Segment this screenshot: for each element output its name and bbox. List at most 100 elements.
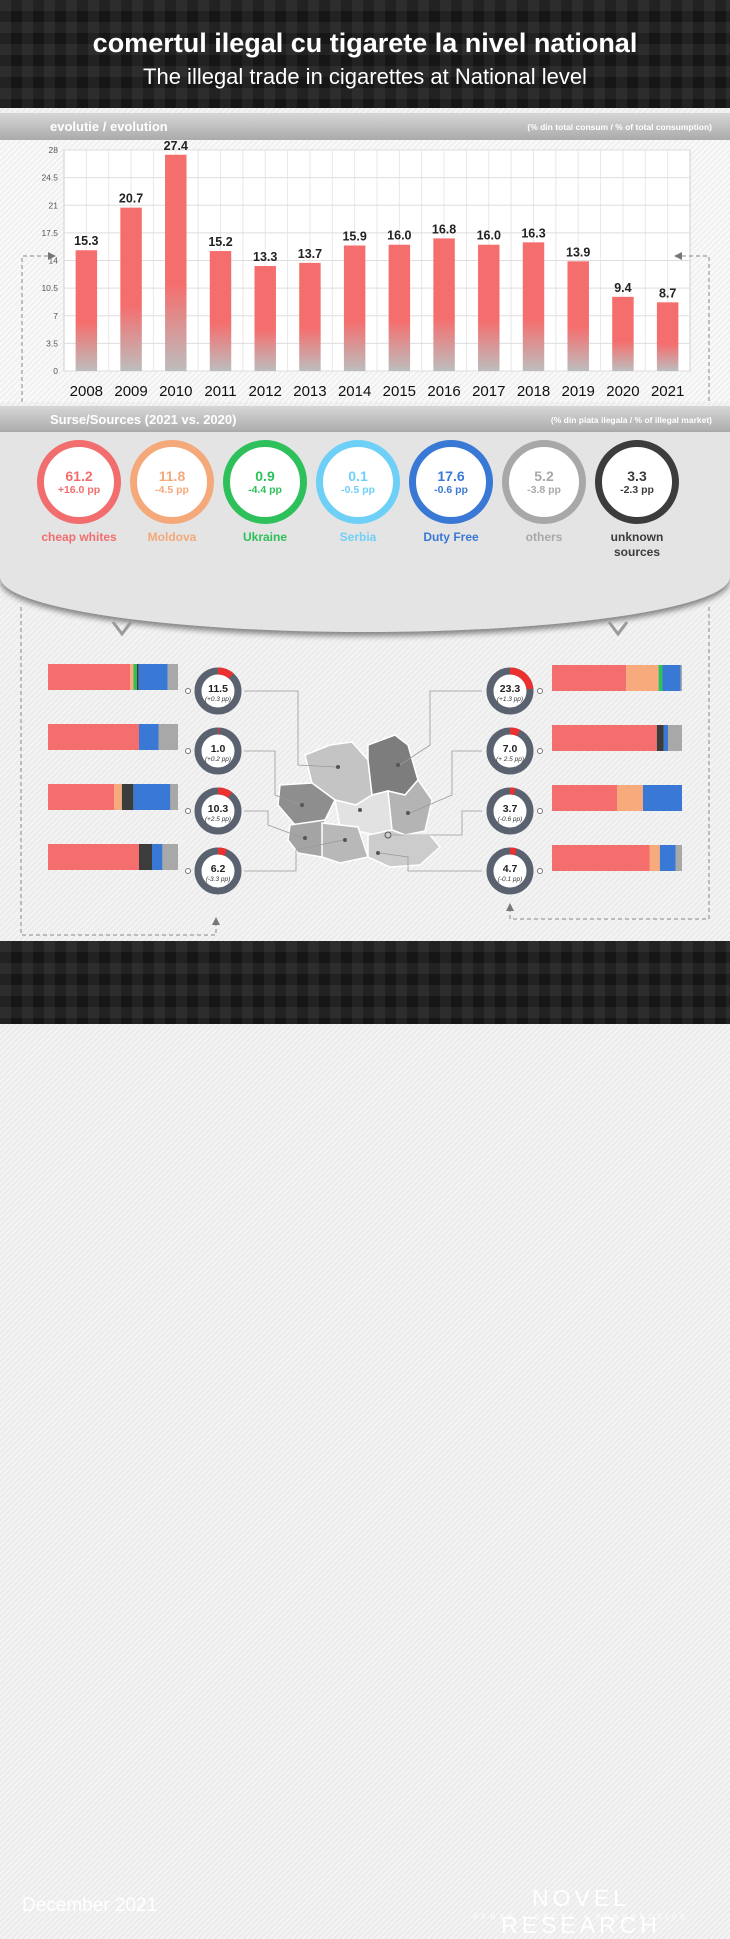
- stacked-bar-segment: [656, 725, 664, 751]
- stacked-bar-segment: [680, 665, 682, 691]
- region-ring-share: [486, 787, 534, 835]
- data-label: 15.9: [342, 230, 366, 244]
- bar: [567, 261, 589, 371]
- data-label: 8.7: [659, 286, 676, 300]
- region-delta: (+0.2 pp): [205, 756, 231, 763]
- stacked-bar-segment: [649, 845, 660, 871]
- source-item: 11.8 -4.5 pp Moldova: [130, 440, 214, 545]
- x-tick-label: 2008: [70, 383, 103, 400]
- stacked-bar-segment: [138, 664, 168, 690]
- source-value: 11.8: [158, 467, 186, 484]
- header: comertul ilegal cu tigarete la nivel nat…: [0, 0, 730, 108]
- data-label: 13.3: [253, 250, 277, 264]
- source-delta: -4.4 pp: [248, 483, 282, 496]
- evolution-note: (% din total consum / % of total consump…: [527, 122, 712, 132]
- source-item: 0.9 -4.4 pp Ukraine: [223, 440, 307, 545]
- region-ring-share: [194, 787, 242, 835]
- data-label: 16.3: [521, 226, 545, 240]
- source-delta: -2.3 pp: [620, 483, 654, 496]
- logo-tagline: SENSE • FACTS • PERSPECTIVE: [473, 1914, 689, 1921]
- evolution-band: evolutie / evolution (% din total consum…: [0, 113, 730, 141]
- stacked-bar-segment: [158, 724, 178, 750]
- source-item: 61.2 +16.0 pp cheap whites: [37, 440, 121, 545]
- region-value: 3.7: [503, 803, 518, 815]
- sources-label: Surse/Sources (2021 vs. 2020): [50, 412, 237, 427]
- source-value: 17.6: [437, 467, 465, 484]
- data-label: 20.7: [119, 192, 143, 206]
- stacked-bar-segment: [139, 844, 152, 870]
- connector-dot: [185, 688, 191, 694]
- data-label: 27.4: [164, 140, 188, 153]
- bar: [299, 262, 321, 371]
- stacked-bar-segment: [136, 664, 139, 690]
- region-delta: (-0.1 pp): [498, 876, 523, 883]
- x-tick-label: 2015: [383, 383, 416, 400]
- report-date: December 2021: [22, 1895, 158, 1916]
- stacked-bar-segment: [643, 785, 682, 811]
- x-tick-label: 2019: [562, 383, 595, 400]
- stacked-bar-segment: [48, 664, 131, 690]
- source-value: 3.3: [627, 467, 647, 484]
- stacked-bar-segment: [130, 664, 134, 690]
- source-delta: -0.6 pp: [434, 483, 468, 496]
- y-tick-label: 10.5: [41, 283, 58, 293]
- data-label: 16.8: [432, 222, 456, 236]
- dashed-guides: [20, 607, 710, 936]
- x-tick-label: 2010: [159, 383, 192, 400]
- x-tick-label: 2018: [517, 383, 550, 400]
- stacked-bar-segment: [552, 665, 627, 691]
- bar: [209, 251, 232, 371]
- region-ring-share: [194, 667, 242, 715]
- y-tick-label: 17.5: [41, 228, 58, 238]
- map-region-markers: [300, 763, 410, 855]
- footer: December 2021 NOVEL RESEARCH SENSE • FAC…: [0, 941, 730, 1938]
- region-delta: (+2.5 pp): [205, 816, 231, 823]
- bar: [612, 296, 634, 371]
- region-ring-share: [194, 727, 242, 775]
- x-tick-label: 2009: [114, 383, 147, 400]
- stacked-bar-segment: [552, 845, 650, 871]
- region-ring-share: [194, 847, 242, 895]
- stacked-bar-segment: [668, 725, 682, 751]
- stacked-bar-segment: [626, 665, 659, 691]
- source-name: Ukraine: [242, 530, 288, 544]
- stacked-bar-segment: [48, 724, 139, 750]
- stacked-bar-segment: [121, 784, 134, 810]
- dashed-guide: [21, 255, 48, 402]
- source-name: others: [525, 530, 563, 544]
- connector-dot: [537, 688, 543, 694]
- region-value: 1.0: [211, 743, 226, 755]
- source-value: 61.2: [65, 467, 93, 484]
- source-delta: -0.5 pp: [341, 483, 375, 496]
- bar: [478, 244, 500, 371]
- y-tick-label: 24.5: [41, 173, 58, 183]
- bar: [254, 266, 276, 371]
- source-ring: 17.6 -0.6 pp: [409, 440, 493, 524]
- dashed-guide: [682, 255, 710, 402]
- chevron-down-icon: [111, 621, 629, 637]
- source-ring: 11.8 -4.5 pp: [130, 440, 214, 524]
- source-ring: 5.2 -3.8 pp: [502, 440, 586, 524]
- arrow-left-icon: [674, 252, 682, 260]
- region-ring-share: [486, 727, 534, 775]
- source-name: Duty Free: [423, 530, 479, 544]
- regional-breakdown: 11.5(+0.3 pp) 1.0(+0.2 pp) 10.3(+2.5 pp) 6.…: [20, 607, 710, 936]
- stacked-bar-segment: [675, 845, 682, 871]
- source-ring: 3.3 -2.3 pp: [595, 440, 679, 524]
- source-item: 0.1 -0.5 pp Serbia: [316, 440, 400, 545]
- source-item: 5.2 -3.8 pp others: [502, 440, 586, 545]
- data-label: 13.7: [298, 247, 322, 261]
- source-ring: 0.9 -4.4 pp: [223, 440, 307, 524]
- sources-note: (% din piata ilegala / % of illegal mark…: [550, 415, 712, 425]
- logo-name: NOVEL RESEARCH: [501, 1885, 661, 1938]
- x-tick-label: 2013: [293, 383, 326, 400]
- y-tick-label: 3.5: [46, 338, 58, 348]
- stacked-bar-segment: [662, 665, 681, 691]
- evolution-label: evolutie / evolution: [50, 119, 168, 134]
- source-name: unknown sources: [610, 530, 664, 559]
- region-value: 11.5: [208, 683, 228, 695]
- connector-dot: [537, 808, 543, 814]
- bar: [75, 250, 98, 371]
- y-tick-label: 0: [53, 366, 58, 376]
- source-item: 3.3 -2.3 pp unknown sources: [595, 440, 679, 560]
